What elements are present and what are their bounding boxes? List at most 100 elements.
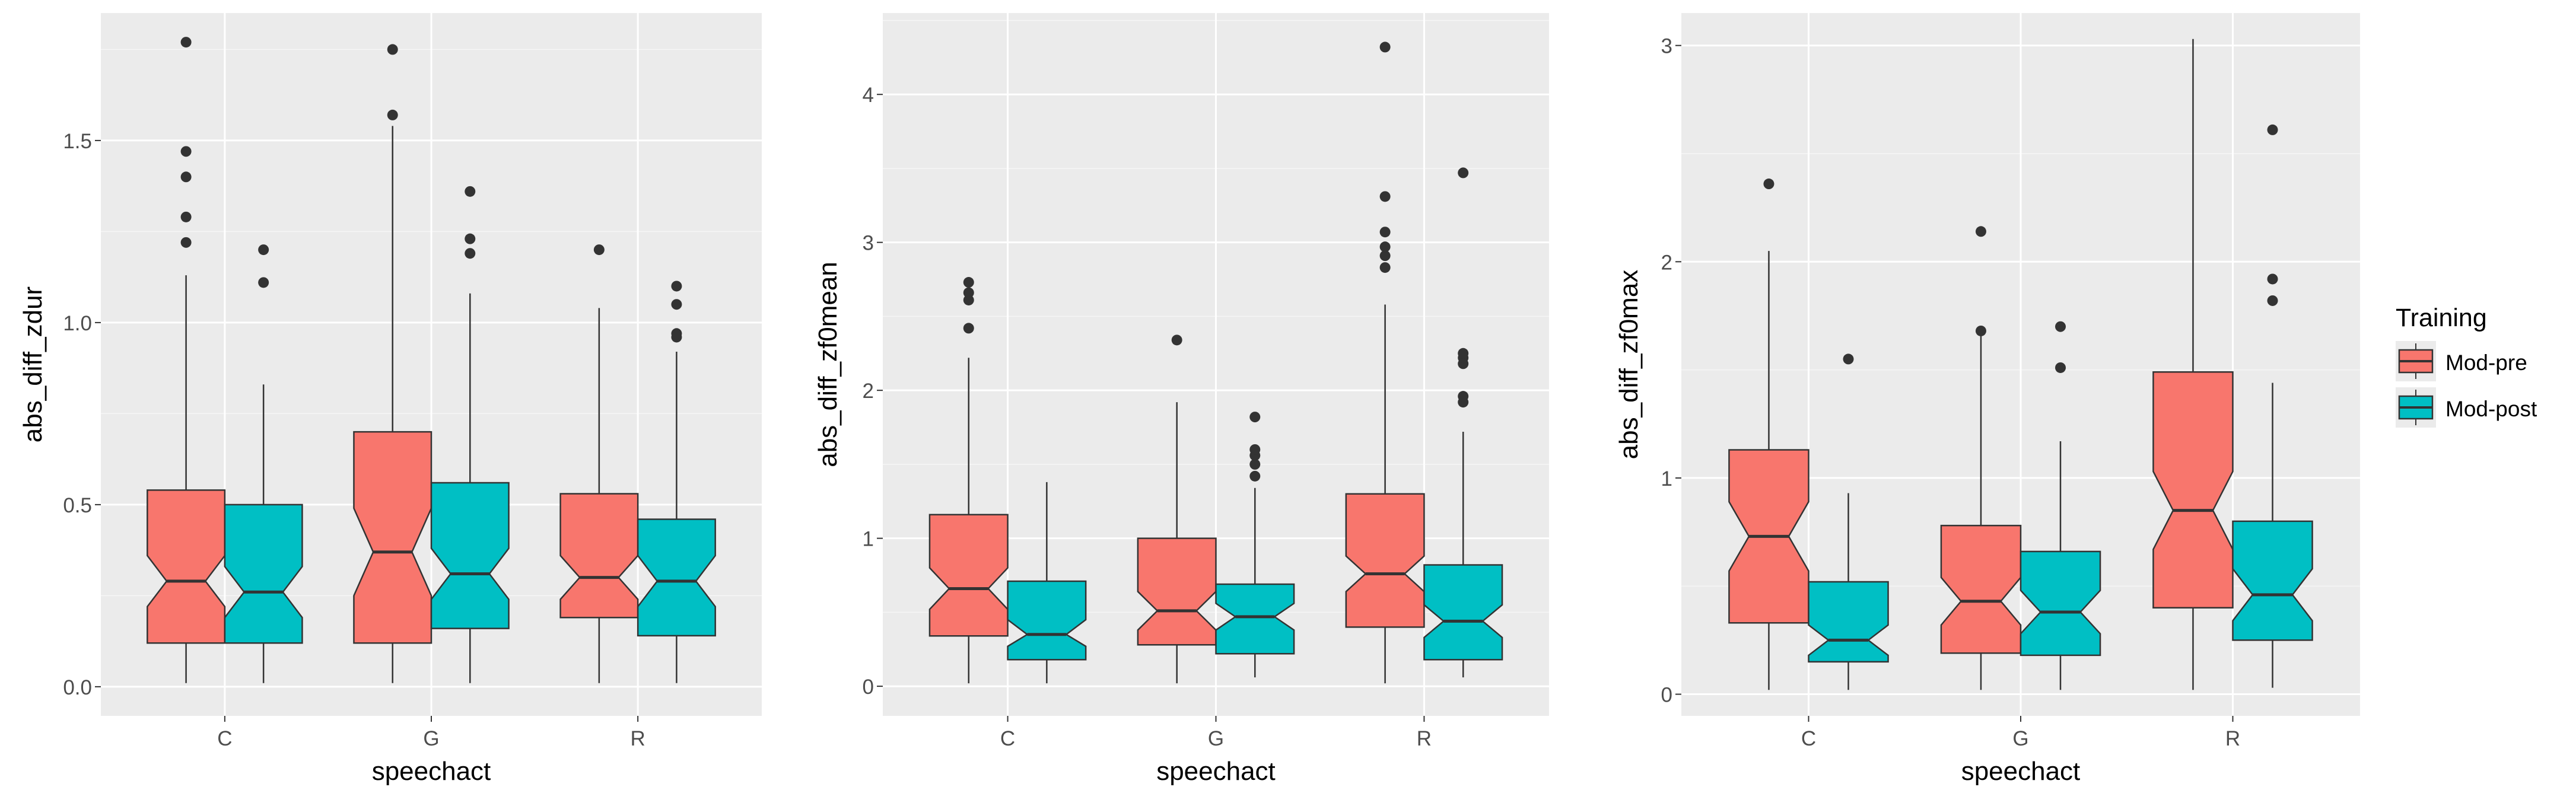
x-tick-label: R bbox=[1417, 727, 1432, 750]
y-tick-label: 0 bbox=[1661, 684, 1672, 707]
legend: Training Mod-pre Mod-post bbox=[2396, 304, 2537, 428]
outlier-point bbox=[1379, 42, 1391, 53]
box-R-mod-pre bbox=[559, 244, 639, 683]
x-axis-title: speechact bbox=[372, 757, 491, 786]
outlier-point bbox=[1379, 241, 1391, 253]
outlier-point bbox=[1843, 353, 1854, 365]
outlier-point bbox=[2267, 273, 2278, 285]
y-tick-label: 0.5 bbox=[63, 494, 92, 517]
box-R-mod-post bbox=[2232, 124, 2313, 688]
y-tick-label: 3 bbox=[863, 232, 874, 255]
outlier-point bbox=[671, 281, 682, 292]
legend-item-mod-post: Mod-post bbox=[2396, 387, 2537, 428]
box-body bbox=[147, 489, 226, 644]
outlier-point bbox=[1975, 325, 1986, 336]
x-tick-label: R bbox=[630, 727, 645, 750]
x-tick-label: G bbox=[2012, 727, 2028, 750]
box-G-mod-pre bbox=[353, 44, 432, 683]
x-tick-label: C bbox=[1801, 727, 1816, 750]
y-tick-label: 1.0 bbox=[63, 312, 92, 335]
box-G-mod-post bbox=[1215, 412, 1295, 678]
outlier-point bbox=[2267, 124, 2278, 135]
outlier-point bbox=[1249, 444, 1261, 455]
outlier-point bbox=[180, 211, 192, 222]
y-tick-label: 1 bbox=[1661, 467, 1672, 490]
y-tick-label: 2 bbox=[863, 380, 874, 403]
outlier-point bbox=[963, 287, 974, 298]
outlier-point bbox=[258, 277, 269, 288]
outlier-point bbox=[1379, 262, 1391, 273]
box-C-mod-post bbox=[1007, 482, 1087, 684]
x-tick-label: G bbox=[1208, 727, 1224, 750]
box-C-mod-post bbox=[224, 244, 303, 683]
y-axis-title: abs_diff_zf0mean bbox=[813, 262, 842, 467]
box-body bbox=[2020, 550, 2101, 657]
outlier-point bbox=[180, 146, 192, 157]
outlier-point bbox=[1171, 334, 1182, 346]
y-tick-label: 1.5 bbox=[63, 130, 92, 153]
box-body bbox=[1137, 537, 1217, 646]
outlier-point bbox=[593, 244, 605, 256]
box-C-mod-pre bbox=[928, 277, 1009, 684]
box-body bbox=[2232, 520, 2313, 641]
outlier-point bbox=[1249, 470, 1261, 482]
box-body bbox=[637, 518, 716, 637]
y-tick-label: 3 bbox=[1661, 35, 1672, 58]
box-body bbox=[2152, 371, 2234, 609]
box-G-mod-post bbox=[430, 186, 510, 683]
outlier-point bbox=[1763, 179, 1774, 190]
box-body bbox=[1345, 493, 1425, 628]
box-R-mod-post bbox=[1423, 167, 1503, 678]
legend-item-mod-pre: Mod-pre bbox=[2396, 341, 2527, 381]
outlier-point bbox=[1975, 226, 1986, 237]
box-body bbox=[1007, 580, 1087, 661]
y-tick-label: 4 bbox=[863, 84, 874, 107]
outlier-point bbox=[1458, 391, 1469, 402]
y-tick-label: 0.0 bbox=[63, 676, 92, 699]
y-tick-label: 1 bbox=[863, 528, 874, 551]
outlier-point bbox=[465, 233, 476, 244]
outlier-point bbox=[963, 277, 974, 288]
box-R-mod-pre bbox=[2152, 39, 2234, 690]
outlier-point bbox=[465, 186, 476, 197]
x-tick-label: R bbox=[2225, 727, 2240, 750]
outlier-point bbox=[1379, 227, 1391, 238]
box-body bbox=[1940, 524, 2022, 654]
y-tick-label: 0 bbox=[863, 676, 874, 699]
outlier-point bbox=[2055, 321, 2066, 332]
x-axis-title: speechact bbox=[1156, 757, 1276, 786]
outlier-point bbox=[387, 109, 398, 120]
box-R-mod-pre bbox=[1345, 42, 1425, 684]
outlier-point bbox=[258, 244, 269, 256]
y-tick-label: 2 bbox=[1661, 251, 1672, 274]
outlier-point bbox=[180, 171, 192, 183]
legend-label-mod-pre: Mod-pre bbox=[2445, 351, 2527, 375]
outlier-point bbox=[465, 248, 476, 259]
box-body bbox=[928, 514, 1009, 637]
x-tick-label: G bbox=[423, 727, 439, 750]
outlier-point bbox=[671, 328, 682, 339]
box-body bbox=[1808, 581, 1889, 663]
x-tick-label: C bbox=[1000, 727, 1015, 750]
outlier-point bbox=[963, 323, 974, 334]
box-body bbox=[224, 504, 303, 644]
y-axis-title: abs_diff_zdur bbox=[18, 286, 47, 442]
outlier-point bbox=[963, 294, 974, 305]
box-C-mod-post bbox=[1808, 353, 1889, 690]
outlier-point bbox=[2055, 362, 2066, 373]
box-body bbox=[1215, 583, 1295, 655]
box-body bbox=[1423, 564, 1503, 661]
outlier-point bbox=[180, 37, 192, 48]
box-G-mod-post bbox=[2020, 321, 2101, 690]
y-axis-title: abs_diff_zf0max bbox=[1614, 270, 1643, 460]
outlier-point bbox=[180, 237, 192, 248]
outlier-point bbox=[671, 299, 682, 310]
outlier-point bbox=[2267, 295, 2278, 306]
outlier-point bbox=[1249, 412, 1261, 423]
x-axis-title: speechact bbox=[1961, 757, 2081, 786]
outlier-point bbox=[1379, 191, 1391, 202]
